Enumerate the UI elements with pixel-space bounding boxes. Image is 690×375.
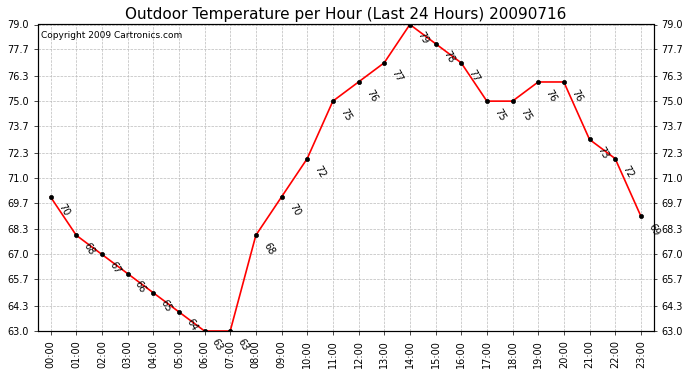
Text: Copyright 2009 Cartronics.com: Copyright 2009 Cartronics.com [41,31,182,40]
Text: 77: 77 [466,68,482,84]
Text: 68: 68 [262,241,276,256]
Text: 70: 70 [287,202,302,218]
Title: Outdoor Temperature per Hour (Last 24 Hours) 20090716: Outdoor Temperature per Hour (Last 24 Ho… [125,7,566,22]
Text: 67: 67 [108,260,122,276]
Text: 76: 76 [569,87,584,103]
Text: 75: 75 [493,107,507,123]
Text: 72: 72 [621,164,635,180]
Text: 68: 68 [82,241,97,256]
Text: 77: 77 [390,68,404,84]
Text: 75: 75 [518,107,533,123]
Text: 76: 76 [544,87,559,103]
Text: 66: 66 [133,279,148,295]
Text: 63: 63 [236,337,250,352]
Text: 75: 75 [338,107,353,123]
Text: 69: 69 [647,222,661,237]
Text: 76: 76 [364,87,379,103]
Text: 63: 63 [210,337,225,352]
Text: 64: 64 [184,317,199,333]
Text: 72: 72 [313,164,328,180]
Text: 79: 79 [415,30,431,46]
Text: 73: 73 [595,145,610,161]
Text: 78: 78 [441,49,456,65]
Text: 70: 70 [56,202,71,218]
Text: 65: 65 [159,298,174,314]
